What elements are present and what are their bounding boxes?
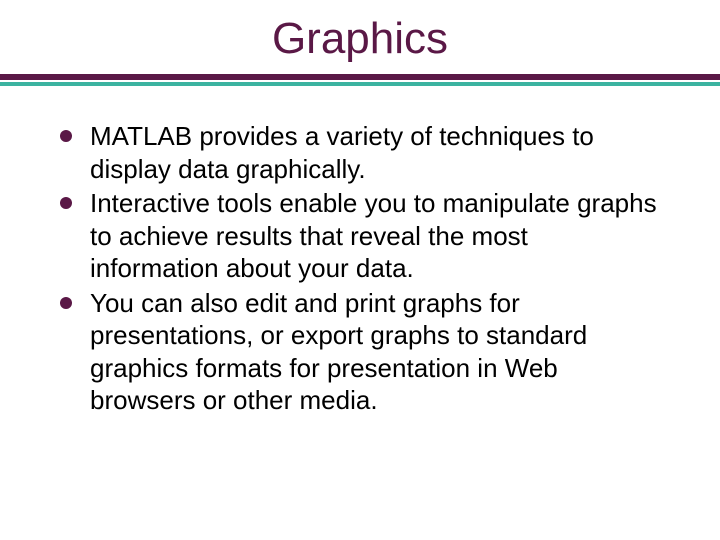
bullet-text: MATLAB provides a variety of techniques … <box>90 120 660 185</box>
bullet-icon <box>60 130 72 142</box>
list-item: Interactive tools enable you to manipula… <box>60 187 660 285</box>
slide-title: Graphics <box>0 0 720 74</box>
bullet-icon <box>60 297 72 309</box>
divider-bar-dark <box>0 74 720 80</box>
divider-bar-light <box>0 82 720 86</box>
content-area: MATLAB provides a variety of techniques … <box>0 92 720 417</box>
bullet-icon <box>60 197 72 209</box>
list-item: MATLAB provides a variety of techniques … <box>60 120 660 185</box>
list-item: You can also edit and print graphs for p… <box>60 287 660 417</box>
bullet-list: MATLAB provides a variety of techniques … <box>60 120 660 417</box>
slide: Graphics MATLAB provides a variety of te… <box>0 0 720 540</box>
bullet-text: Interactive tools enable you to manipula… <box>90 187 660 285</box>
bullet-text: You can also edit and print graphs for p… <box>90 287 660 417</box>
divider <box>0 74 720 92</box>
